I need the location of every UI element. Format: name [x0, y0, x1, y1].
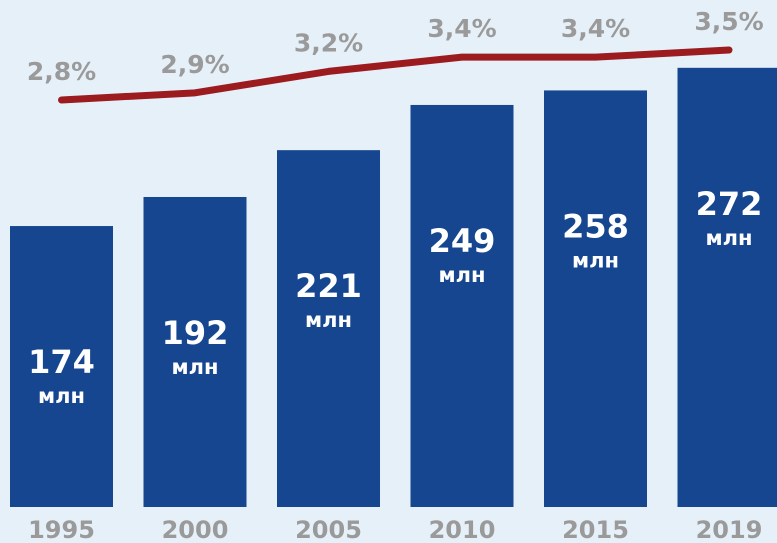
x-tick-label: 2000: [162, 516, 229, 543]
line-value-label: 2,8%: [27, 57, 96, 86]
bar: [410, 104, 514, 507]
x-tick-label: 2005: [295, 516, 362, 543]
x-tick-label: 1995: [28, 516, 95, 543]
bar-value-label: 272 млн: [696, 185, 763, 250]
bar: [143, 196, 247, 508]
line-value-label: 3,4%: [427, 14, 496, 43]
bar-value-label: 221 млн: [295, 267, 362, 332]
line-value-label: 2,9%: [160, 50, 229, 79]
line-value-label: 3,5%: [694, 7, 763, 36]
bar: [544, 90, 647, 507]
bar: [277, 150, 380, 507]
line-value-label: 3,2%: [294, 28, 363, 57]
bar: [677, 67, 777, 508]
bar-value-label: 258 млн: [562, 207, 629, 272]
bar-value-label: 192 млн: [162, 314, 229, 379]
x-tick-label: 2015: [562, 516, 629, 543]
x-tick-label: 2010: [429, 516, 496, 543]
bar-value-label: 249 млн: [429, 222, 496, 287]
bar: [10, 226, 113, 507]
x-tick-label: 2019: [696, 516, 763, 543]
line: [58, 46, 733, 104]
line-value-label: 3,4%: [561, 14, 630, 43]
bar-value-label: 174 млн: [28, 343, 95, 408]
